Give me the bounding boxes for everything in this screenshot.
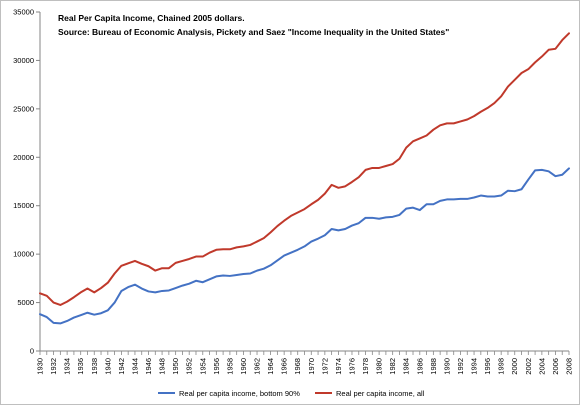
x-tick-label: 1966 (280, 358, 289, 375)
y-axis-ticks: 0 5000 10000 15000 20000 25000 30000 35000 (13, 8, 40, 356)
y-tick-label: 30000 (13, 56, 34, 65)
x-tick-label: 1932 (49, 358, 58, 375)
legend-label: Real per capita income, bottom 90% (179, 389, 300, 398)
x-tick-label: 1984 (402, 358, 411, 375)
x-tick-label: 1938 (90, 358, 99, 375)
x-tick-label: 1954 (198, 358, 207, 375)
y-tick-label: 15000 (13, 201, 34, 210)
x-tick-label: 1990 (442, 358, 451, 375)
x-tick-label: 1976 (347, 358, 356, 375)
x-tick-label: 1942 (117, 358, 126, 375)
x-tick-label: 1998 (497, 358, 506, 375)
x-tick-label: 1964 (266, 358, 275, 375)
x-tick-label: 1974 (334, 358, 343, 375)
series-line-all (39, 32, 570, 306)
x-tick-label: 1978 (361, 358, 370, 375)
x-tick-label: 1948 (158, 358, 167, 375)
x-tick-label: 1988 (429, 358, 438, 375)
legend: Real per capita income, bottom 90% Real p… (158, 389, 425, 398)
y-tick-label: 5000 (17, 298, 34, 307)
x-tick-label: 1956 (212, 358, 221, 375)
x-tick-label: 1944 (130, 358, 139, 375)
x-tick-label: 1946 (144, 358, 153, 375)
x-tick-label: 1958 (225, 358, 234, 375)
y-tick-label: 20000 (13, 153, 34, 162)
x-tick-label: 1952 (185, 358, 194, 375)
x-tick-label: 1930 (36, 358, 45, 375)
x-tick-label: 2002 (524, 358, 533, 375)
y-tick-label: 10000 (13, 250, 34, 259)
x-tick-label: 1962 (253, 358, 262, 375)
x-tick-label: 1980 (375, 358, 384, 375)
x-tick-label: 1986 (415, 358, 424, 375)
legend-item-bottom-90: Real per capita income, bottom 90% (158, 389, 300, 398)
legend-label: Real per capita income, all (336, 389, 425, 398)
legend-item-all: Real per capita income, all (315, 389, 425, 398)
x-tick-label: 1972 (320, 358, 329, 375)
x-tick-label: 2008 (565, 358, 574, 375)
x-axis-ticks: 1930 1932 1934 1936 1938 1940 1942 1944 1946 1948… (36, 351, 574, 375)
x-tick-label: 1936 (76, 358, 85, 375)
x-tick-label: 1970 (307, 358, 316, 375)
x-tick-label: 1994 (470, 358, 479, 375)
y-tick-label: 0 (30, 347, 34, 356)
series-layer (39, 32, 570, 325)
chart-subtitle: Source: Bureau of Economic Analysis, Pic… (58, 27, 449, 37)
y-tick-label: 35000 (13, 8, 34, 17)
x-tick-label: 1934 (63, 358, 72, 375)
x-tick-label: 1960 (239, 358, 248, 375)
x-tick-label: 1982 (388, 358, 397, 375)
x-tick-label: 2000 (510, 358, 519, 375)
x-tick-label: 2004 (537, 358, 546, 375)
y-tick-label: 25000 (13, 104, 34, 113)
x-tick-label: 1968 (293, 358, 302, 375)
x-tick-label: 1940 (103, 358, 112, 375)
x-tick-label: 2006 (551, 358, 560, 375)
x-tick-label: 1996 (483, 358, 492, 375)
x-tick-label: 1992 (456, 358, 465, 375)
series-line-bottom-90 (39, 167, 570, 325)
x-tick-label: 1950 (171, 358, 180, 375)
chart-title: Real Per Capita Income, Chained 2005 dol… (58, 13, 245, 23)
